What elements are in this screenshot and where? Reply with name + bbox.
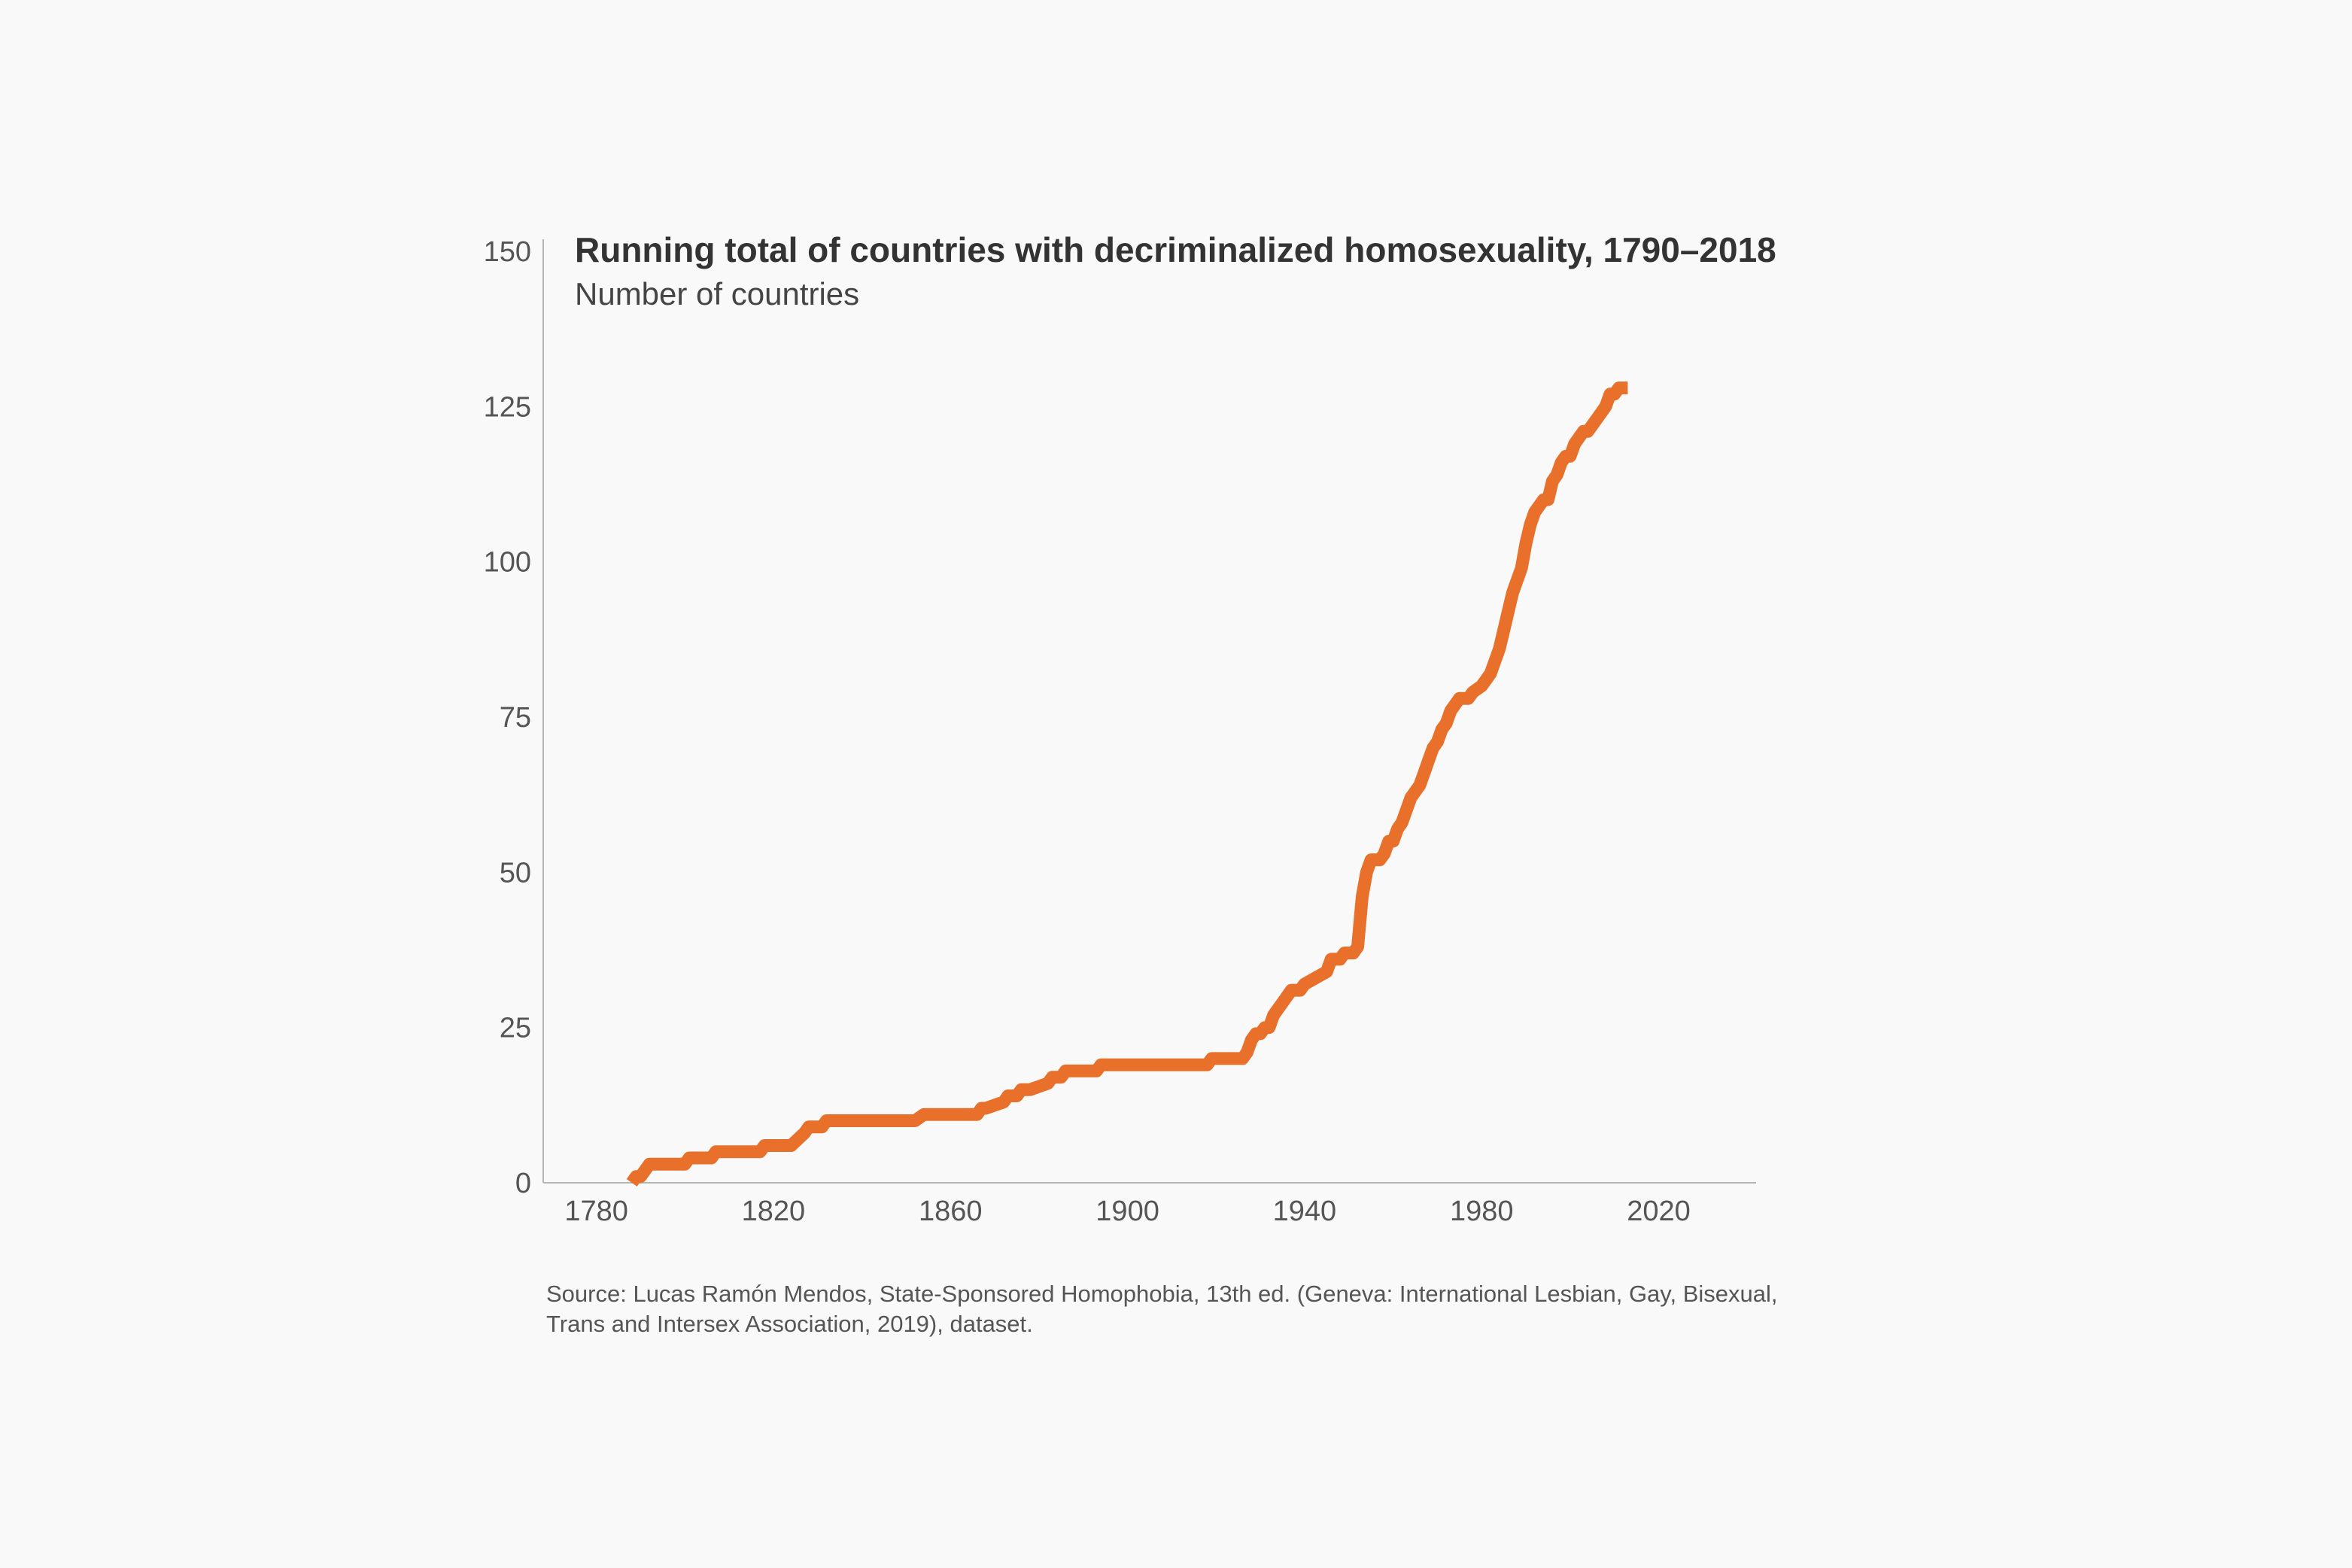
y-tick-labels: 0 25 50 75 100 125 150	[484, 236, 531, 1199]
source-note: Source: Lucas Ramón Mendos, State-Sponso…	[546, 1281, 1778, 1337]
y-tick-label: 150	[484, 236, 531, 268]
series-line	[626, 381, 1630, 1187]
x-tick-label: 2020	[1627, 1196, 1691, 1227]
y-tick-label: 0	[515, 1168, 531, 1199]
y-tick-label: 125	[484, 391, 531, 423]
x-tick-label: 1940	[1273, 1196, 1337, 1227]
x-tick-label: 1860	[919, 1196, 983, 1227]
y-tick-label: 50	[500, 857, 531, 889]
x-tick-label: 1820	[742, 1196, 806, 1227]
chart-subtitle: Number of countries	[575, 276, 859, 311]
y-tick-label: 100	[484, 547, 531, 579]
chart-title: Running total of countries with decrimin…	[575, 230, 1776, 269]
x-tick-label: 1980	[1450, 1196, 1514, 1227]
x-tick-label: 1900	[1095, 1196, 1159, 1227]
x-tick-labels: 1780 1820 1860 1900 1940 1980 2020	[564, 1196, 1691, 1227]
y-tick-label: 25	[500, 1013, 531, 1044]
x-tick-label: 1780	[564, 1196, 628, 1227]
y-tick-label: 75	[500, 702, 531, 734]
